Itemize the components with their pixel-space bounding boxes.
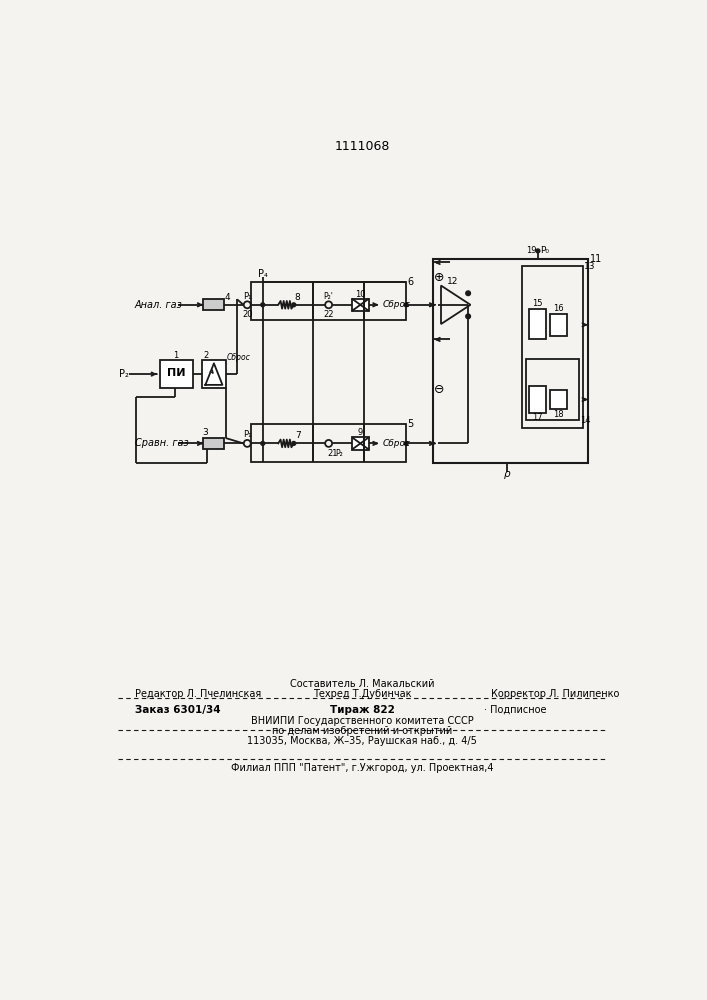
- Bar: [203, 438, 224, 449]
- Text: 19: 19: [526, 246, 537, 255]
- Bar: [352, 437, 369, 450]
- Text: 13: 13: [583, 262, 595, 271]
- Text: 10: 10: [355, 290, 366, 299]
- Text: Редактор Л. Пчелинская: Редактор Л. Пчелинская: [135, 689, 261, 699]
- Text: 3: 3: [202, 428, 209, 437]
- Bar: [522, 266, 583, 428]
- Bar: [549, 314, 566, 336]
- Text: 1111068: 1111068: [334, 140, 390, 153]
- Text: P₁: P₁: [243, 430, 252, 439]
- Text: ВНИИПИ Государственного комитета СССР: ВНИИПИ Государственного комитета СССР: [250, 716, 473, 726]
- Text: 14: 14: [580, 416, 590, 425]
- Circle shape: [261, 303, 264, 307]
- Text: 17: 17: [532, 413, 542, 422]
- Text: Заказ 6301/34: Заказ 6301/34: [135, 705, 221, 715]
- Text: P₄: P₄: [258, 269, 268, 279]
- Text: 15: 15: [532, 299, 542, 308]
- Text: P₁: P₁: [243, 292, 252, 301]
- Text: P₂: P₂: [119, 369, 129, 379]
- Circle shape: [261, 441, 264, 445]
- Text: Корректор Л. Пилипенко: Корректор Л. Пилипенко: [491, 689, 620, 699]
- Text: ⊕: ⊕: [434, 271, 445, 284]
- Bar: [529, 309, 546, 339]
- Text: Техред Т.Дубинчак: Техред Т.Дубинчак: [312, 689, 411, 699]
- Bar: [433, 259, 588, 463]
- Bar: [160, 360, 193, 388]
- Text: Филиал ППП "Патент", г.Ужгород, ул. Проектная,4: Филиал ППП "Патент", г.Ужгород, ул. Прое…: [230, 763, 493, 773]
- Text: 5: 5: [408, 419, 414, 429]
- Circle shape: [292, 441, 296, 445]
- Text: 18: 18: [553, 410, 563, 419]
- Text: 7: 7: [295, 431, 300, 440]
- Bar: [526, 359, 579, 420]
- Text: · Подписное: · Подписное: [484, 705, 546, 715]
- Text: ПИ: ПИ: [167, 368, 185, 378]
- Text: Сравн. газ: Сравн. газ: [135, 438, 189, 448]
- Circle shape: [466, 291, 470, 296]
- Text: P₂: P₂: [335, 449, 343, 458]
- Circle shape: [404, 303, 408, 307]
- Text: 113035, Москва, Ж–35, Раушская наб., д. 4/5: 113035, Москва, Ж–35, Раушская наб., д. …: [247, 736, 477, 746]
- Text: 1: 1: [173, 351, 179, 360]
- Text: 16: 16: [553, 304, 563, 313]
- Text: ρ: ρ: [503, 469, 510, 479]
- Text: P₀: P₀: [540, 246, 549, 255]
- Circle shape: [292, 303, 296, 307]
- Bar: [529, 386, 546, 413]
- Text: 8: 8: [295, 293, 300, 302]
- Circle shape: [466, 314, 470, 319]
- Text: 2: 2: [204, 351, 209, 360]
- Text: Тираж 822: Тираж 822: [329, 705, 395, 715]
- Text: Анал. газ: Анал. газ: [135, 300, 182, 310]
- Text: ⊖: ⊖: [434, 383, 445, 396]
- Text: Сброс: Сброс: [383, 439, 411, 448]
- Text: 4: 4: [225, 293, 230, 302]
- Text: 9: 9: [358, 428, 363, 437]
- Text: по делам изобретений и открытий: по делам изобретений и открытий: [271, 726, 452, 736]
- Text: 11: 11: [590, 254, 602, 264]
- Text: 22: 22: [323, 310, 334, 319]
- Bar: [549, 389, 566, 409]
- Circle shape: [536, 249, 540, 253]
- Circle shape: [404, 441, 408, 445]
- Text: 6: 6: [408, 277, 414, 287]
- Text: Сброс: Сброс: [226, 353, 250, 362]
- Bar: [203, 299, 224, 310]
- Text: P₂': P₂': [324, 292, 334, 301]
- Bar: [352, 299, 369, 311]
- Bar: [202, 360, 226, 388]
- Text: Сброс: Сброс: [383, 300, 411, 309]
- Text: 21: 21: [328, 449, 339, 458]
- Text: 20: 20: [242, 310, 252, 319]
- Bar: [251, 424, 406, 462]
- Bar: [251, 282, 406, 320]
- Text: 12: 12: [447, 277, 458, 286]
- Text: Составитель Л. Макальский: Составитель Л. Макальский: [290, 679, 434, 689]
